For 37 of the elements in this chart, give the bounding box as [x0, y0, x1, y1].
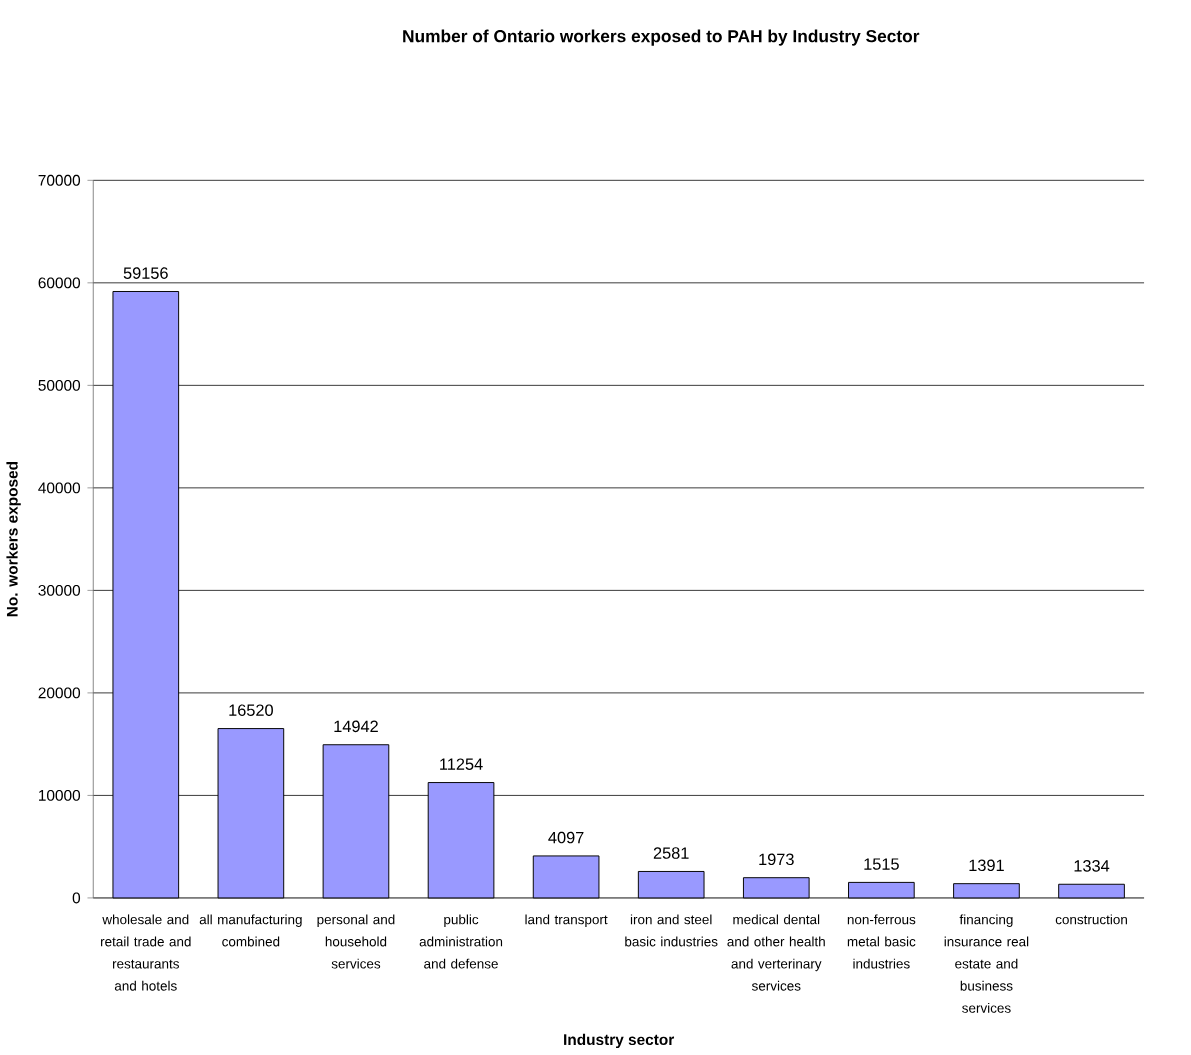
data-label: 2581 [653, 847, 689, 860]
y-tick-label: 10000 [39, 790, 81, 802]
data-label: 16520 [229, 704, 273, 717]
data-label: 1391 [969, 859, 1004, 872]
y-tick-label: 40000 [38, 482, 81, 494]
x-tick-label: wholesale and retail trade and restaurants and hotels [101, 914, 191, 991]
x-tick-label: medical dental and other health and verterinary services [727, 914, 825, 991]
data-label: 4097 [548, 832, 584, 844]
data-label: 59156 [123, 267, 168, 280]
x-axis-title: Industry sector [564, 1033, 675, 1049]
data-label: 1334 [1074, 860, 1110, 872]
bar [532, 855, 600, 899]
bar [637, 871, 705, 899]
x-tick-label: financing insurance real estate and business services [944, 914, 1029, 1014]
x-tick-label: all manufacturing combined [199, 914, 302, 947]
bar [848, 882, 915, 899]
data-label: 11254 [440, 758, 483, 771]
y-axis-title: No. workers exposed [6, 462, 21, 617]
x-tick-label: construction [1055, 914, 1127, 925]
y-tick-label: 20000 [38, 687, 81, 699]
bar [1058, 884, 1125, 899]
data-label: 1973 [759, 853, 794, 866]
x-tick-label: iron and steel basic industries [625, 914, 718, 947]
x-tick-label: land transport [525, 914, 608, 928]
data-label: 14942 [334, 720, 378, 733]
y-tick-label: 30000 [38, 585, 81, 597]
x-tick-label: public administration and defense [419, 914, 503, 969]
y-tick-label: 70000 [38, 175, 81, 187]
data-label: 1515 [864, 858, 899, 871]
bar [742, 877, 810, 899]
x-tick-label: personal and household services [317, 914, 395, 969]
y-tick-label: 60000 [38, 277, 81, 289]
x-tick-label: non-ferrous metal basic industries [847, 914, 916, 969]
y-tick-label: 50000 [38, 380, 81, 392]
y-tick-label: 0 [72, 892, 81, 904]
chart-title: Number of Ontario workers exposed to PAH by Industry Sector [403, 29, 920, 46]
bar [953, 883, 1020, 899]
